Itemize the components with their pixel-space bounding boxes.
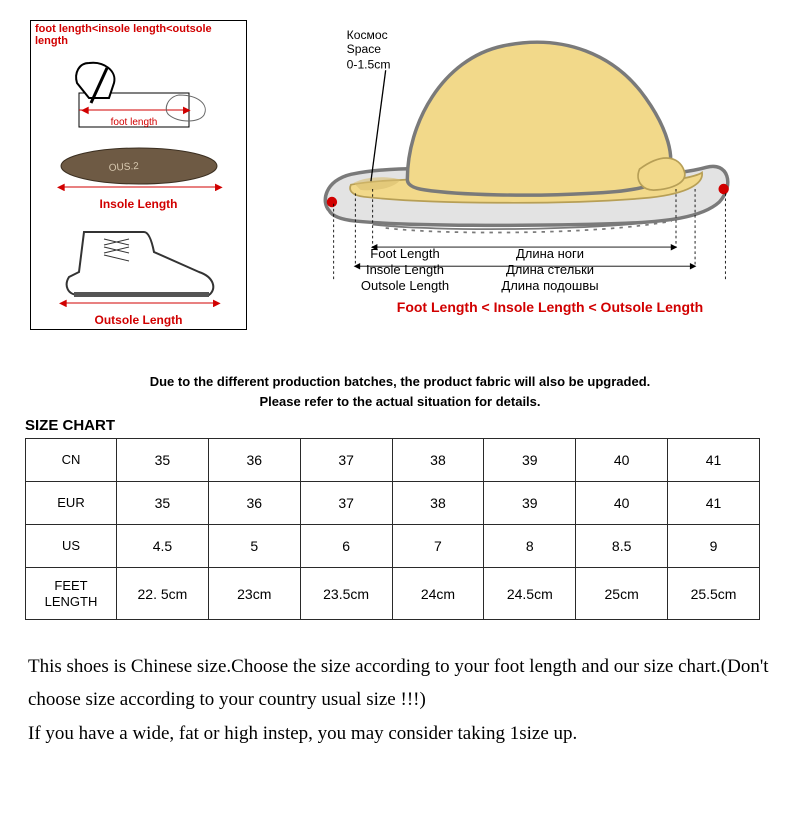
svg-text:◀: ◀ (57, 182, 65, 191)
table-cell: 25.5cm (668, 568, 760, 620)
outsole-length-ru: Длина подошвы (470, 278, 630, 293)
svg-text:▶: ▶ (183, 105, 191, 116)
shoe-cross-section: Космос Space 0-1.5cm (270, 20, 770, 280)
svg-text:◀: ◀ (81, 105, 89, 116)
table-cell: 36 (208, 439, 300, 482)
size-chart-title: SIZE CHART (25, 417, 775, 434)
table-cell: 7 (392, 525, 484, 568)
table-cell: 35 (117, 482, 209, 525)
table-cell: 38 (392, 482, 484, 525)
table-cell: 39 (484, 482, 576, 525)
space-range: 0-1.5cm (347, 58, 391, 72)
insole-label: Insole Length (31, 195, 246, 213)
table-cell: 5 (208, 525, 300, 568)
table-cell: 22. 5cm (117, 568, 209, 620)
length-labels: Foot Length Длина ноги Insole Length Дли… (340, 245, 760, 315)
outsole-label: Outsole Length (31, 311, 246, 329)
footer-note: This shoes is Chinese size.Choose the si… (28, 650, 772, 750)
size-chart-table: CN35363738394041 EUR35363738394041 US4.556… (25, 438, 760, 620)
table-cell: 38 (392, 439, 484, 482)
table-row-header: EUR (26, 482, 117, 525)
space-en: Space (347, 42, 382, 56)
space-ru: Космос (347, 28, 388, 42)
left-header: foot length<insole length<outsole length (31, 21, 246, 49)
table-cell: 9 (668, 525, 760, 568)
table-cell: 35 (117, 439, 209, 482)
table-cell: 6 (300, 525, 392, 568)
foot-length-en: Foot Length (340, 246, 470, 261)
table-cell: 24cm (392, 568, 484, 620)
left-measurement-stack: foot length<insole length<outsole length… (30, 20, 247, 330)
table-cell: 41 (668, 482, 760, 525)
table-row-header: FEETLENGTH (26, 568, 117, 620)
table-cell: 37 (300, 482, 392, 525)
table-cell: 40 (576, 439, 668, 482)
boot-illustration: ◀ ▶ (31, 213, 246, 311)
diagram-area: foot length<insole length<outsole length… (20, 20, 780, 360)
svg-text:◀: ◀ (59, 298, 67, 307)
table-row-header: CN (26, 439, 117, 482)
table-cell: 4.5 (117, 525, 209, 568)
insole-length-en: Insole Length (340, 262, 470, 277)
table-cell: 41 (668, 439, 760, 482)
foot-length-text: foot length (110, 117, 157, 128)
svg-text:▶: ▶ (213, 298, 221, 307)
foot-measure-illustration: foot length ◀ ▶ (31, 49, 246, 137)
table-cell: 37 (300, 439, 392, 482)
batch-note: Due to the different production batches,… (20, 372, 780, 411)
svg-text:▶: ▶ (215, 182, 223, 191)
table-cell: 8 (484, 525, 576, 568)
svg-text:OUS.2: OUS.2 (108, 161, 139, 174)
table-cell: 39 (484, 439, 576, 482)
insole-illustration: OUS.2 ◀ ▶ (31, 137, 246, 195)
length-inequality: Foot Length < Insole Length < Outsole Le… (340, 299, 760, 315)
table-cell: 23cm (208, 568, 300, 620)
table-cell: 36 (208, 482, 300, 525)
table-cell: 40 (576, 482, 668, 525)
outsole-length-en: Outsole Length (340, 278, 470, 293)
table-cell: 25cm (576, 568, 668, 620)
table-cell: 24.5cm (484, 568, 576, 620)
foot-length-ru: Длина ноги (470, 246, 630, 261)
insole-length-ru: Длина стельки (470, 262, 630, 277)
table-cell: 8.5 (576, 525, 668, 568)
table-cell: 23.5cm (300, 568, 392, 620)
table-row-header: US (26, 525, 117, 568)
